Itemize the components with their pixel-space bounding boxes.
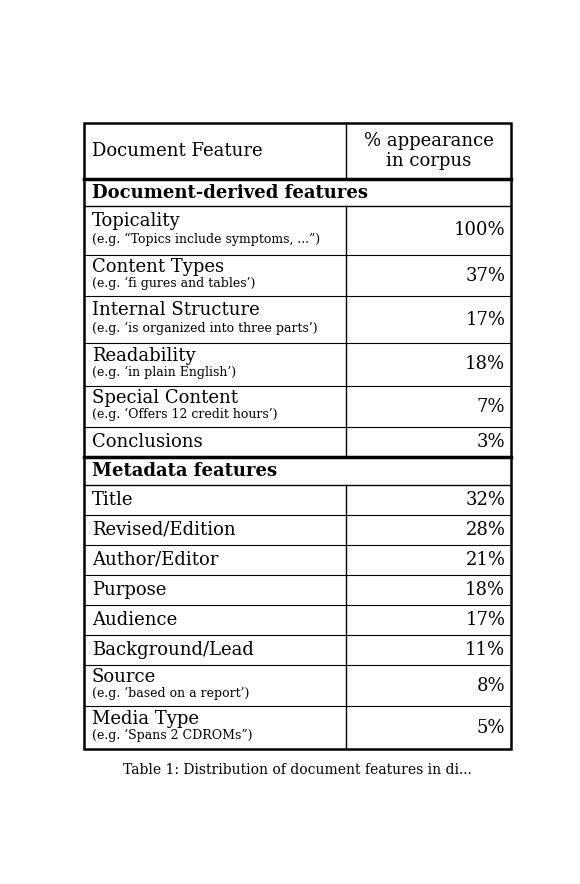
- Text: 18%: 18%: [465, 581, 505, 598]
- Text: Content Types: Content Types: [92, 258, 224, 276]
- Text: Audience: Audience: [92, 611, 177, 629]
- Text: 8%: 8%: [477, 676, 505, 695]
- Text: Media Type: Media Type: [92, 710, 199, 728]
- Text: Readability: Readability: [92, 347, 195, 365]
- Text: 7%: 7%: [477, 398, 505, 415]
- Text: Document-derived features: Document-derived features: [92, 184, 368, 202]
- Text: (e.g. “Topics include symptoms, ...”): (e.g. “Topics include symptoms, ...”): [92, 232, 320, 246]
- Text: (e.g. ‘is organized into three parts’): (e.g. ‘is organized into three parts’): [92, 321, 317, 334]
- Text: Special Content: Special Content: [92, 389, 238, 408]
- Text: 18%: 18%: [465, 355, 505, 373]
- Text: 5%: 5%: [477, 719, 505, 737]
- Text: 11%: 11%: [465, 641, 505, 659]
- Text: (e.g. ‘Spans 2 CDROMs”): (e.g. ‘Spans 2 CDROMs”): [92, 729, 252, 743]
- Text: Internal Structure: Internal Structure: [92, 301, 260, 319]
- Text: Title: Title: [92, 491, 133, 508]
- Text: 17%: 17%: [465, 611, 505, 629]
- Text: Purpose: Purpose: [92, 581, 166, 598]
- Text: % appearance
in corpus: % appearance in corpus: [364, 132, 494, 171]
- Text: 17%: 17%: [465, 310, 505, 329]
- Text: 100%: 100%: [454, 222, 505, 240]
- Text: Revised/Edition: Revised/Edition: [92, 521, 235, 538]
- Text: Metadata features: Metadata features: [92, 462, 277, 480]
- Text: Background/Lead: Background/Lead: [92, 641, 253, 659]
- Text: (e.g. ‘Offers 12 credit hours’): (e.g. ‘Offers 12 credit hours’): [92, 408, 277, 421]
- Text: Topicality: Topicality: [92, 211, 180, 230]
- Text: Conclusions: Conclusions: [92, 433, 202, 452]
- Text: (e.g. ‘in plain English’): (e.g. ‘in plain English’): [92, 365, 236, 378]
- Text: Source: Source: [92, 668, 156, 686]
- Text: (e.g. ‘based on a report’): (e.g. ‘based on a report’): [92, 687, 249, 700]
- Text: 37%: 37%: [465, 267, 505, 285]
- Text: Author/Editor: Author/Editor: [92, 551, 218, 568]
- Text: (e.g. ‘fi gures and tables’): (e.g. ‘fi gures and tables’): [92, 277, 255, 290]
- Text: Table 1: Distribution of document features in di...: Table 1: Distribution of document featur…: [123, 763, 472, 777]
- Text: 21%: 21%: [465, 551, 505, 568]
- Text: 28%: 28%: [465, 521, 505, 538]
- Text: Document Feature: Document Feature: [92, 142, 263, 160]
- Text: 32%: 32%: [465, 491, 505, 508]
- Text: 3%: 3%: [477, 433, 505, 452]
